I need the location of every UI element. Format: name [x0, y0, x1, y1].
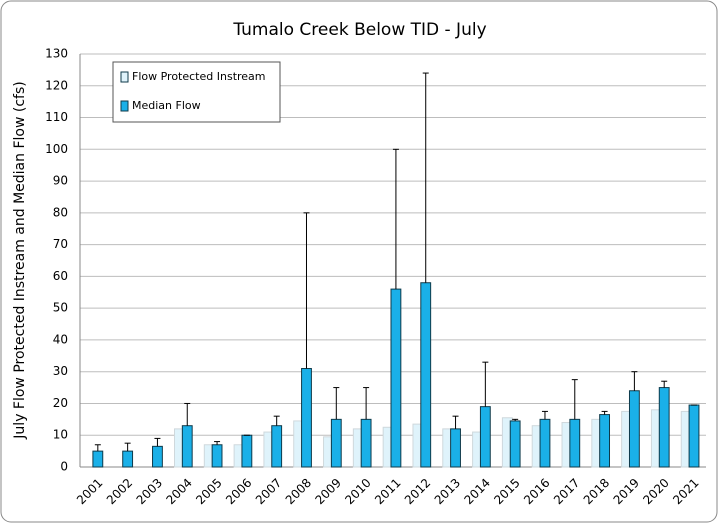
bar	[420, 282, 432, 468]
chart-title: Tumalo Creek Below TID - July	[232, 20, 486, 40]
y-tick-label: 80	[53, 205, 68, 219]
bar	[569, 418, 581, 468]
legend-swatch	[120, 71, 129, 83]
y-tick-label: 30	[53, 364, 68, 378]
y-tick-label: 10	[53, 428, 68, 442]
bar	[390, 288, 402, 468]
bar	[628, 390, 640, 468]
bar	[450, 428, 461, 468]
bar	[122, 450, 134, 468]
y-axis-label: July Flow Protected Instream and Median …	[12, 81, 28, 439]
bar	[599, 414, 611, 468]
bar	[211, 444, 223, 468]
bar	[509, 420, 521, 468]
y-tick-label: 110	[45, 110, 68, 124]
legend-box	[112, 61, 281, 123]
bar	[360, 418, 372, 468]
bar	[271, 425, 283, 468]
legend-swatch	[120, 100, 129, 112]
y-tick-label: 70	[53, 237, 68, 251]
y-tick-label: 20	[53, 396, 68, 410]
bar	[688, 404, 700, 468]
bar	[92, 450, 104, 468]
legend-label: Median Flow	[132, 99, 201, 112]
y-tick-label: 100	[45, 142, 68, 156]
bar	[479, 406, 491, 468]
bar	[330, 418, 342, 468]
y-tick-label: 90	[53, 174, 68, 188]
y-tick-label: 50	[53, 301, 68, 315]
y-tick-label: 130	[45, 47, 68, 61]
y-tick-label: 120	[45, 78, 68, 92]
bar	[301, 368, 312, 468]
legend-label: Flow Protected Instream	[132, 70, 266, 83]
bar	[658, 387, 670, 468]
bar	[152, 445, 163, 468]
y-tick-label: 60	[53, 269, 68, 283]
bar	[539, 418, 551, 468]
bar	[241, 434, 253, 468]
y-tick-label: 40	[53, 332, 68, 346]
bar	[181, 425, 193, 468]
y-tick-label: 0	[60, 460, 68, 474]
